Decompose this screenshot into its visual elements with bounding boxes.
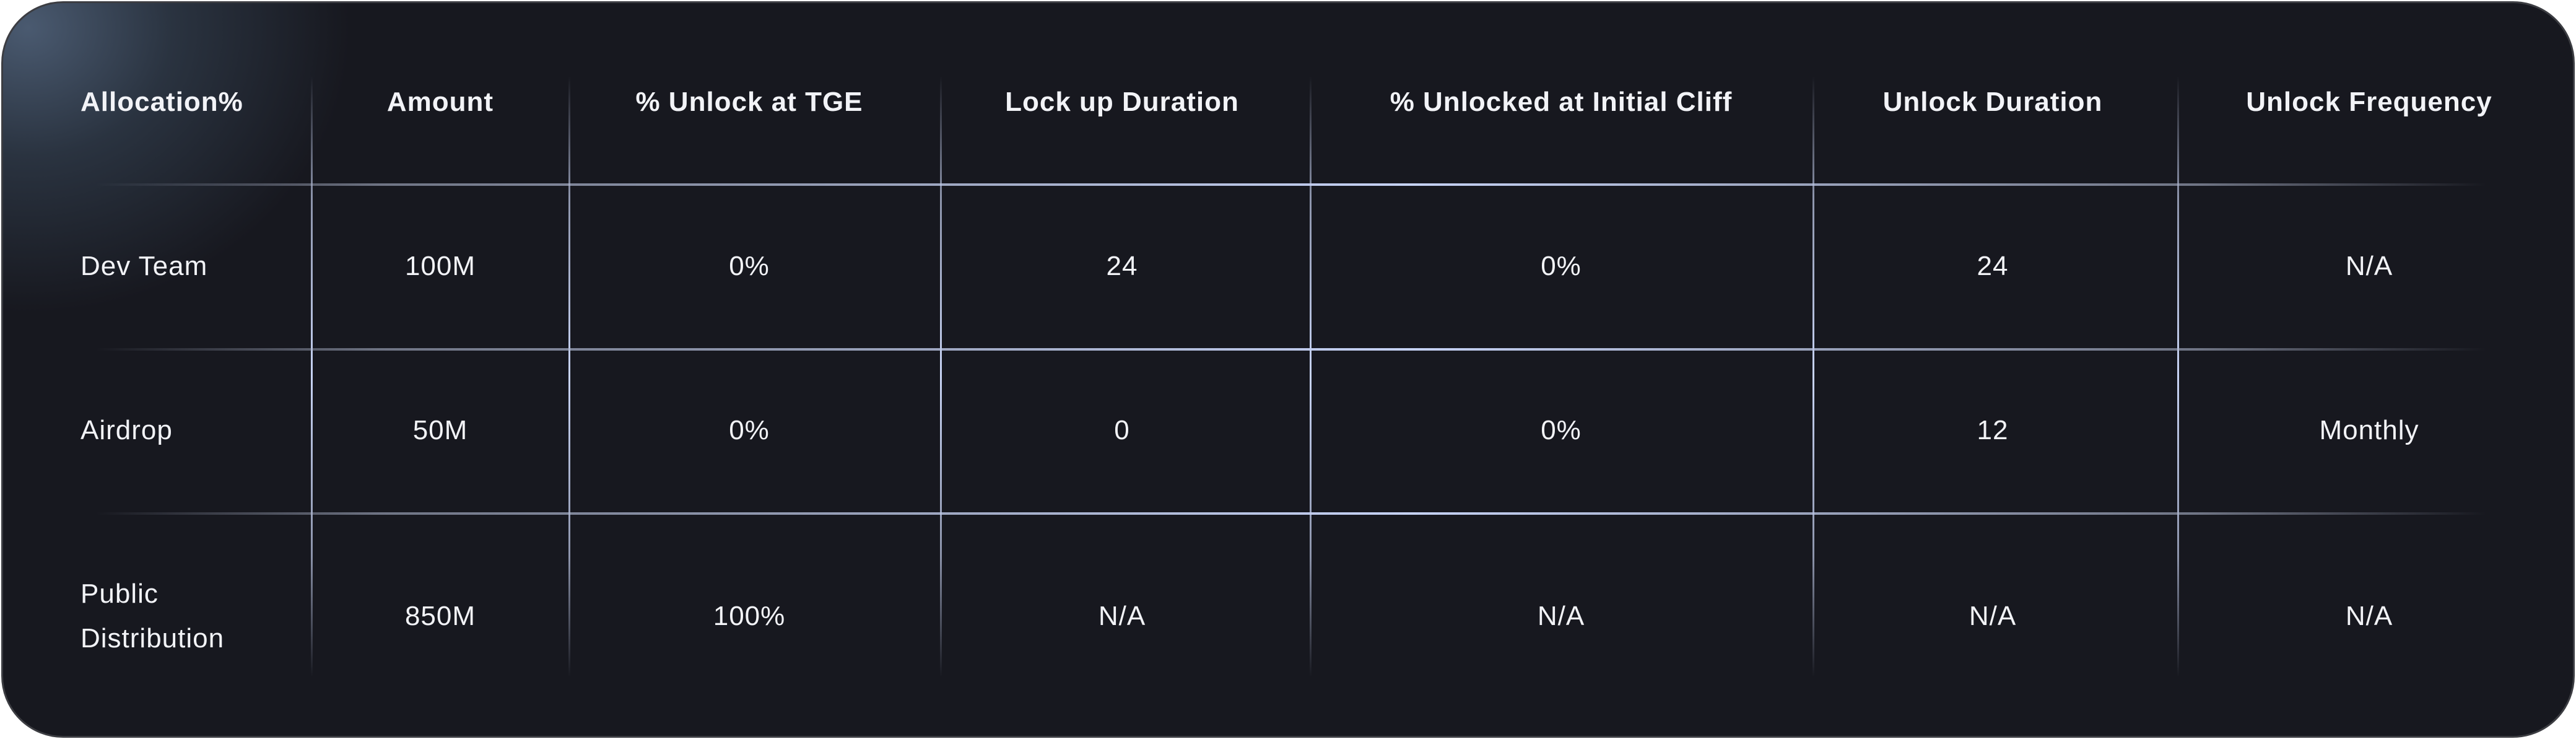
table-cell-unlock-frequency: Monthly xyxy=(2319,415,2419,445)
table-cell-unlocked-at-cliff: N/A xyxy=(1537,601,1585,631)
row-divider xyxy=(96,512,2486,515)
table-cell-unlock-at-tge: 0% xyxy=(729,251,770,281)
column-header-allocation: Allocation% xyxy=(80,87,243,117)
column-divider xyxy=(940,76,942,677)
table-cell-lockup-duration: N/A xyxy=(1098,601,1146,631)
column-divider xyxy=(1812,76,1814,677)
column-divider xyxy=(568,76,570,677)
table-cell-unlock-duration: 24 xyxy=(1977,251,2009,281)
table-cell-unlocked-at-cliff: 0% xyxy=(1541,251,1582,281)
table-cell-unlock-duration: 12 xyxy=(1977,415,2009,445)
table-cell-unlock-frequency: N/A xyxy=(2345,601,2393,631)
column-divider xyxy=(1310,76,1312,677)
column-header-unlock-frequency: Unlock Frequency xyxy=(2246,87,2492,117)
table-cell-allocation: Dev Team xyxy=(80,251,208,281)
table-cell-unlock-at-tge: 100% xyxy=(713,601,786,631)
table-cell-unlock-duration: N/A xyxy=(1969,601,2017,631)
table-cell-unlocked-at-cliff: 0% xyxy=(1541,415,1582,445)
table-cell-amount: 100M xyxy=(404,251,476,281)
column-header-unlock-at-tge: % Unlock at TGE xyxy=(635,87,863,117)
table-cell-amount: 850M xyxy=(404,601,476,631)
column-header-amount: Amount xyxy=(386,87,494,117)
table-cell-allocation: Public Distribution xyxy=(80,579,225,654)
row-divider xyxy=(96,183,2486,186)
column-divider xyxy=(311,76,313,677)
column-header-lockup-duration: Lock up Duration xyxy=(1005,87,1239,117)
table-cell-allocation: Airdrop xyxy=(80,415,173,445)
table-cell-lockup-duration: 24 xyxy=(1106,251,1138,281)
table-cell-lockup-duration: 0 xyxy=(1114,415,1130,445)
table-cell-unlock-frequency: N/A xyxy=(2345,251,2393,281)
column-header-unlocked-at-cliff: % Unlocked at Initial Cliff xyxy=(1390,87,1733,117)
table-cell-unlock-at-tge: 0% xyxy=(729,415,770,445)
row-divider xyxy=(96,348,2486,351)
column-divider xyxy=(2177,76,2179,677)
table-cell-amount: 50M xyxy=(412,415,468,445)
column-header-unlock-duration: Unlock Duration xyxy=(1882,87,2103,117)
